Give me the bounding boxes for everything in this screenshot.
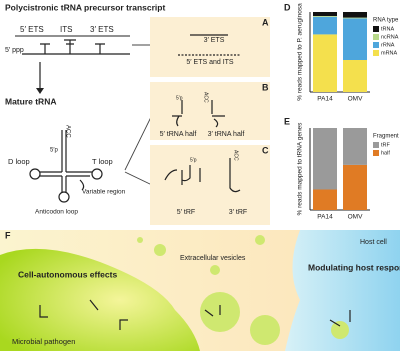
precursor-diagram [15,35,130,55]
legend-swatch [373,142,379,148]
bar-segment [313,189,337,210]
x-tick-label: PA14 [317,214,333,221]
legend-label: tRNA [381,26,394,32]
label: 5′ ppp [5,47,24,54]
legend-swatch [373,150,379,156]
panel-b-box [150,82,270,140]
bar-segment [343,12,367,18]
arrow-head [36,88,44,94]
label: 5′p [176,95,183,101]
label: Cell-autonomous effects [18,269,117,279]
legend-swatch [373,34,379,40]
label: Microbial pathogen [12,337,75,346]
label: 5′p [50,148,58,154]
label: T loop [92,157,113,166]
label: 3′ ETS [204,37,225,44]
half-diagram [172,100,225,128]
label: 3′ tRNA half [208,131,245,138]
x-tick-label: OMV [348,214,363,221]
legend-swatch [373,42,379,48]
panel-label: C [262,145,269,155]
panel-label: A [262,17,269,27]
bar-segment [313,16,337,17]
label: 5′ ETS [20,25,44,34]
legend-label: rRNA [381,42,395,48]
label: 5′p [190,157,197,163]
legend-swatch [373,50,379,56]
bar-segment [313,12,337,16]
bar-segment [343,18,367,60]
label: 5′ ETS and ITS [186,59,234,66]
host-cell [285,230,400,351]
bar-segment [343,164,367,210]
label: ITS [60,25,72,34]
label: ACC [203,92,209,103]
legend-title: Fragment type [373,134,400,140]
panel-c-box [150,145,270,225]
panel-label: F [5,230,11,240]
label: ACC [64,125,70,138]
bar-segment [313,34,337,92]
label: Host cell [360,239,387,246]
title: Mature tRNA [5,96,56,106]
x-tick-label: PA14 [317,96,333,103]
bar-segment [343,60,367,92]
legend-label: mRNA [381,50,398,56]
panel-label: E [284,116,290,126]
bar-segment [343,128,367,165]
label: 3′ ETS [90,25,114,34]
bar-segment [313,16,337,35]
label: Extracellular vesicles [180,255,246,262]
cloverleaf [29,130,103,203]
label: 5′ tRNA half [160,131,197,138]
y-axis-label: % reads mapped to tRNA genes [297,122,304,216]
rna-fragments [39,299,351,330]
legend-label: ncRNA [381,34,399,40]
legend-label: tRF [381,142,391,148]
panel-label: D [284,2,291,12]
legend-swatch [373,26,379,32]
label: D loop [8,157,30,166]
pathogen [0,248,200,351]
legend-label: half [381,150,390,156]
panel-label: B [262,82,269,92]
trf-diagram [164,158,241,193]
label: Modulating host responses [308,262,400,272]
label: ACC [233,150,239,161]
title: Polycistronic tRNA precursor transcript [5,2,165,12]
label: Variable region [82,189,126,196]
y-axis-label: % reads mapped to P. aeruginosa [297,3,304,101]
label: Anticodon loop [35,209,78,216]
panel-a-box [150,17,270,77]
bar-segment [343,17,367,19]
label: 3′ tRF [229,209,247,216]
legend-title: RNA type [373,18,399,24]
bar-segment [313,128,337,190]
label: 5′ tRF [177,209,195,216]
x-tick-label: OMV [348,96,363,103]
